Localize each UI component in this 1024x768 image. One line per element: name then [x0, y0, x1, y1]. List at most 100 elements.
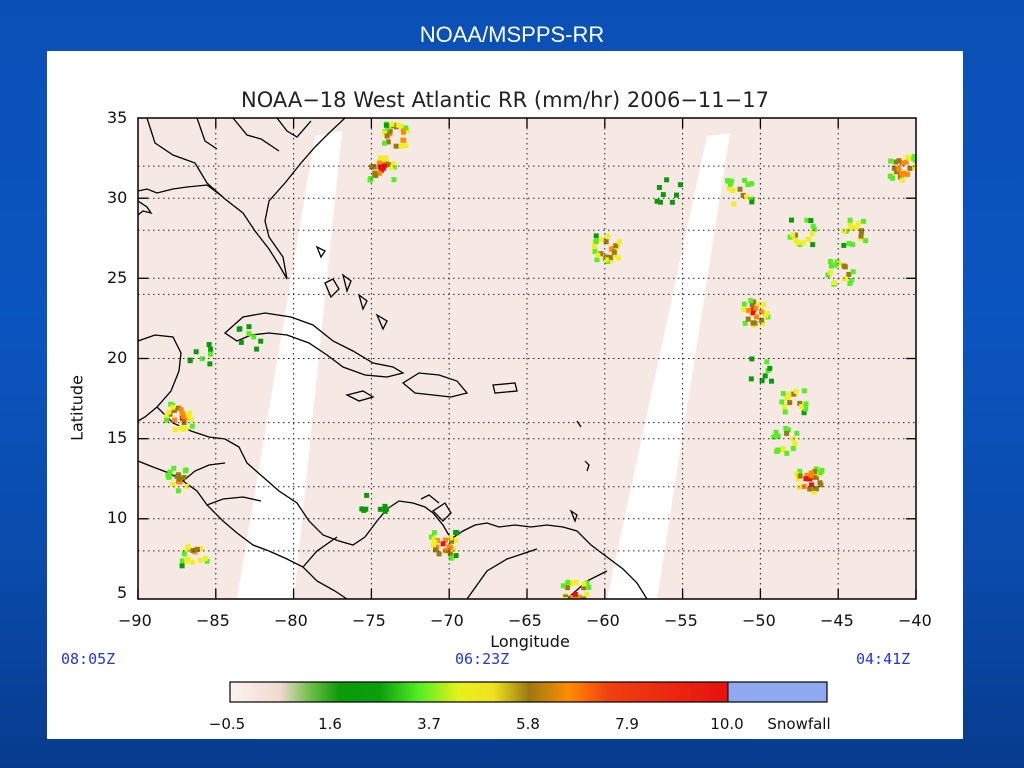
rain-pixel: [377, 164, 383, 170]
rain-pixel: [741, 301, 747, 307]
rain-pixel: [381, 130, 387, 136]
y-tick-25: 25: [107, 268, 128, 287]
rain-cell: [359, 492, 389, 514]
rain-pixel: [403, 143, 409, 148]
rain-pixel: [763, 313, 769, 318]
rain-pixel: [762, 373, 768, 379]
time-right: 04:41Z: [856, 650, 911, 668]
rain-pixel: [801, 388, 807, 394]
rain-pixel: [246, 331, 252, 337]
rain-pixel: [383, 160, 389, 166]
rain-pixel: [811, 489, 817, 495]
rain-pixel: [794, 430, 800, 436]
rain-pixel: [175, 405, 181, 411]
rain-pixel: [178, 425, 184, 431]
x-tick-85: −85: [196, 611, 230, 630]
x-tick-55: −55: [664, 611, 698, 630]
rain-pixel: [800, 240, 806, 246]
rain-pixel: [187, 358, 193, 364]
rain-pixel: [797, 400, 803, 406]
rain-pixel: [787, 234, 793, 240]
rain-pixel: [858, 233, 864, 239]
rain-pixel: [749, 356, 755, 362]
rain-pixel: [580, 602, 585, 607]
rain-pixel: [740, 192, 746, 198]
rain-pixel: [176, 472, 181, 478]
rain-pixel: [754, 314, 759, 320]
rain-pixel: [608, 257, 614, 263]
rain-pixel: [398, 123, 403, 129]
rain-pixel: [611, 249, 617, 255]
rain-pixel: [797, 468, 803, 474]
rain-pixel: [391, 164, 397, 170]
rain-pixel: [818, 470, 823, 476]
rain-pixel: [751, 299, 757, 305]
nodata-swath-west: [237, 131, 342, 599]
rain-pixel: [784, 430, 790, 436]
rain-pixel: [592, 244, 597, 250]
rain-pixel: [443, 537, 448, 543]
rain-cell: [592, 233, 622, 264]
rain-pixel: [166, 474, 172, 480]
rain-pixel: [841, 242, 847, 248]
rain-pixel: [168, 401, 174, 407]
rain-pixel: [748, 376, 754, 382]
x-tick-60: −60: [586, 611, 620, 630]
rain-pixel: [170, 481, 176, 487]
rain-pixel: [861, 218, 866, 224]
x-tick-65: −65: [508, 611, 542, 630]
time-center: 06:23Z: [455, 650, 510, 668]
rain-pixel: [447, 551, 453, 557]
rain-pixel: [208, 346, 214, 352]
rain-pixel: [850, 269, 856, 275]
rain-pixel: [453, 553, 459, 559]
rain-pixel: [827, 259, 833, 264]
rain-pixel: [183, 467, 189, 473]
rain-pixel: [583, 603, 588, 608]
rain-cell: [748, 356, 774, 384]
rain-pixel: [584, 580, 590, 586]
grid: [138, 118, 916, 599]
rain-pixel: [179, 558, 185, 564]
rain-cell: [428, 529, 460, 561]
rain-pixel: [604, 254, 610, 260]
rain-cell: [179, 544, 210, 569]
rain-pixel: [563, 594, 569, 599]
rain-pixel: [581, 596, 587, 599]
rain-pixel: [193, 349, 199, 355]
rain-pixel: [744, 194, 750, 200]
rain-pixel: [391, 177, 397, 183]
y-tick-20: 20: [107, 348, 128, 367]
rain-pixel: [172, 427, 178, 432]
rain-pixel: [593, 233, 599, 239]
rain-pixel: [563, 597, 569, 599]
rain-pixel: [841, 263, 847, 269]
rain-pixel: [785, 394, 791, 400]
rain-pixel: [654, 198, 660, 204]
rain-pixel: [431, 530, 437, 536]
rain-pixel: [203, 555, 208, 561]
rain-pixel: [368, 177, 374, 183]
rain-pixel: [453, 537, 459, 543]
rain-pixel: [796, 484, 802, 490]
rain-pixel: [727, 186, 732, 192]
rain-pixel: [792, 232, 798, 238]
rain-pixel: [197, 557, 203, 563]
rain-pixel: [176, 476, 182, 482]
rain-pixel: [899, 177, 905, 183]
rain-pixel: [190, 547, 196, 553]
rain-pixel: [728, 178, 734, 184]
rain-pixel: [779, 399, 785, 405]
y-tick-5: 5: [117, 583, 128, 602]
rain-pixel: [761, 302, 767, 307]
rain-pixel: [448, 535, 454, 541]
rain-pixel: [446, 545, 452, 551]
rain-pixel: [794, 471, 800, 477]
rain-pixel: [890, 175, 896, 181]
rain-pixel: [658, 199, 663, 205]
rain-pixel: [808, 473, 814, 479]
rain-pixel: [769, 378, 774, 384]
y-tick-10: 10: [107, 508, 128, 527]
rain-pixel: [608, 254, 614, 260]
rain-pixel: [784, 450, 790, 456]
